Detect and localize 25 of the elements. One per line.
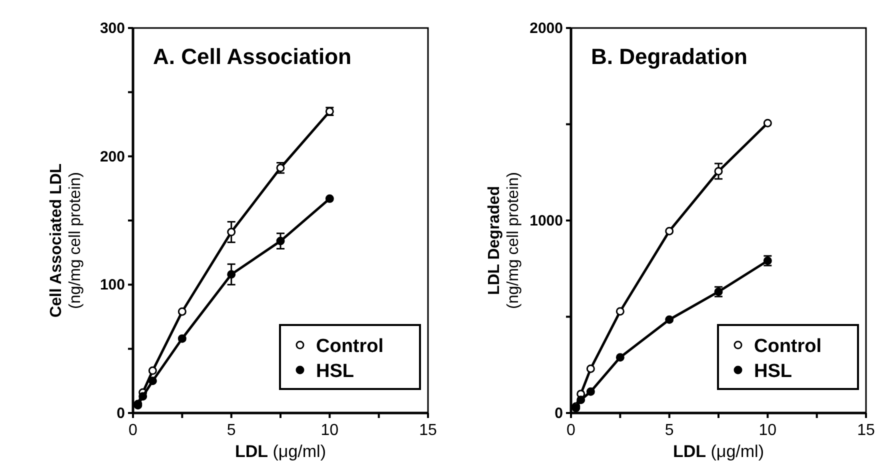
y-tick-label: 2000 — [530, 20, 563, 37]
x-axis-title: LDL (μg/ml) — [672, 442, 764, 461]
y-tick-label: 0 — [116, 405, 125, 422]
x-tick-label: 0 — [128, 422, 138, 439]
x-tick-label: 5 — [226, 422, 236, 439]
y-tick-label: 200 — [100, 148, 125, 166]
x-tick-label: 0 — [566, 422, 576, 439]
legend-label: HSL — [316, 361, 354, 382]
x-axis-title: LDL (μg/ml) — [234, 442, 326, 461]
x-tick-label: 10 — [320, 422, 339, 439]
y-tick-label: 1000 — [530, 212, 563, 230]
y-tick-label: 0 — [554, 405, 563, 422]
x-tick-label: 10 — [758, 422, 777, 439]
text: A. Cell Association — [153, 44, 352, 69]
x-tick-label: 5 — [664, 422, 674, 439]
x-tick-label: 15 — [419, 422, 437, 439]
text: B. Degradation — [591, 44, 748, 69]
y-axis-title: Cell Associated LDL (ng/mg cell protein) — [48, 163, 84, 318]
legend-label: Control — [754, 336, 822, 357]
y-axis-title: LDL Degraded (ng/mg cell protein) — [486, 172, 522, 309]
y-tick-label: 100 — [100, 276, 125, 294]
legend-label: HSL — [754, 361, 792, 382]
y-tick-label: 300 — [100, 20, 125, 37]
legend-label: Control — [316, 336, 384, 357]
x-tick-label: 15 — [857, 422, 875, 439]
